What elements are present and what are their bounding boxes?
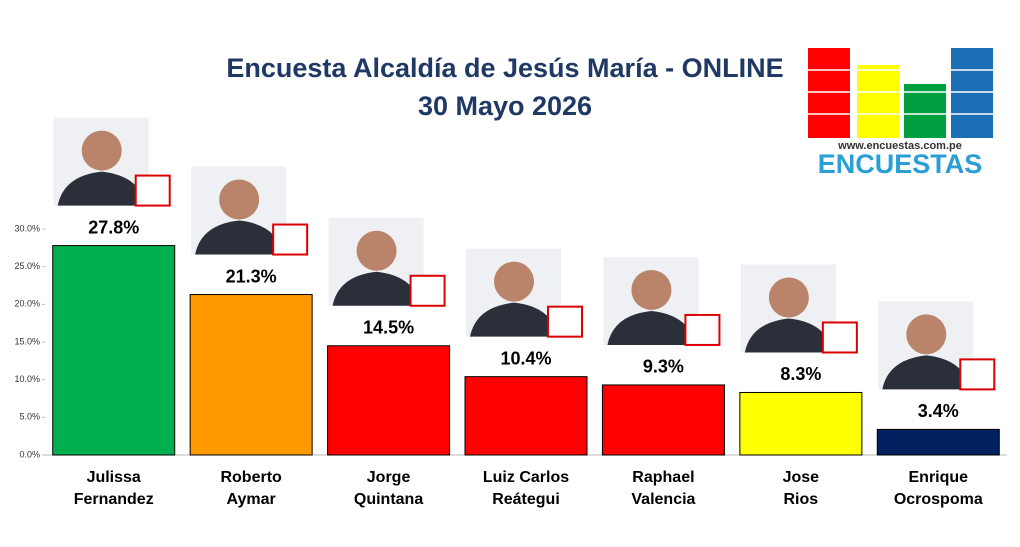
bar: [327, 345, 451, 456]
photo-head: [81, 130, 122, 171]
party-logo: [134, 174, 171, 207]
party-logo: [959, 358, 996, 391]
y-tick-label: 30.0%: [14, 223, 40, 233]
logo-bar: [904, 84, 946, 138]
logo-lines: [808, 69, 993, 115]
photo-silhouette: [882, 355, 971, 390]
y-tick-label: 15.0%: [14, 336, 40, 346]
photo-head: [631, 269, 672, 310]
y-tick-label: 0.0%: [19, 449, 40, 459]
value-label: 21.3%: [226, 266, 277, 286]
photo-head: [906, 314, 947, 355]
candidate-photo: [53, 117, 171, 207]
x-tick-label: Roberto Aymar: [220, 469, 282, 508]
y-tick-label: 25.0%: [14, 261, 40, 271]
value-label: 8.3%: [780, 364, 821, 384]
photo-silhouette: [332, 271, 421, 306]
bar: [52, 245, 176, 456]
logo: www.encuestas.com.pe ENCUESTAS: [808, 48, 993, 179]
party-logo: [684, 313, 721, 346]
photo-silhouette: [195, 220, 284, 255]
x-tick-label: Luiz Carlos Reátegui: [482, 469, 570, 508]
x-tick-label: Jorge Quintana: [353, 469, 424, 508]
logo-bar: [808, 48, 850, 138]
candidate-photo: [328, 217, 446, 307]
candidate-photo: [466, 248, 583, 338]
value-label: 10.4%: [500, 348, 551, 368]
logo-url: www.encuestas.com.pe: [837, 140, 962, 152]
photo-silhouette: [57, 171, 146, 206]
value-label: 9.3%: [643, 357, 684, 377]
photo-head: [356, 230, 397, 271]
bar: [739, 391, 863, 456]
logo-name: ENCUESTAS: [818, 149, 983, 179]
photo-head: [219, 179, 260, 220]
x-tick-label: Julissa Fernandez: [73, 469, 154, 508]
x-tick-label: Jose Rios: [782, 469, 820, 508]
value-label: 3.4%: [918, 401, 959, 421]
logo-bar: [857, 65, 899, 138]
photo-head: [494, 261, 534, 302]
candidate-photo: [878, 301, 996, 391]
candidate-photo: [740, 264, 858, 354]
party-logo: [547, 305, 583, 338]
party-logo: [272, 223, 309, 256]
party-logo: [821, 321, 858, 354]
y-tick-label: 10.0%: [14, 374, 40, 384]
photo-silhouette: [607, 310, 696, 345]
value-label: 14.5%: [363, 318, 414, 338]
bar: [876, 428, 1000, 456]
x-tick-label: Enrique Ocrospoma: [893, 469, 983, 508]
y-tick-label: 5.0%: [19, 412, 40, 422]
bar: [601, 384, 725, 456]
candidate-photo: [191, 166, 309, 256]
x-tick-label: Raphael Valencia: [631, 469, 696, 508]
chart-subtitle: 30 Mayo 2026: [418, 91, 592, 121]
y-tick-label: 20.0%: [14, 299, 40, 309]
bar: [189, 294, 313, 456]
candidate-photo: [603, 256, 721, 346]
photo-silhouette: [470, 302, 558, 337]
logo-bar: [951, 48, 993, 138]
chart-title: Encuesta Alcaldía de Jesús María - ONLIN…: [226, 53, 783, 83]
party-logo: [409, 274, 446, 307]
photo-silhouette: [744, 318, 833, 353]
value-label: 27.8%: [88, 217, 139, 237]
photo-head: [768, 277, 809, 318]
bar: [464, 376, 588, 456]
